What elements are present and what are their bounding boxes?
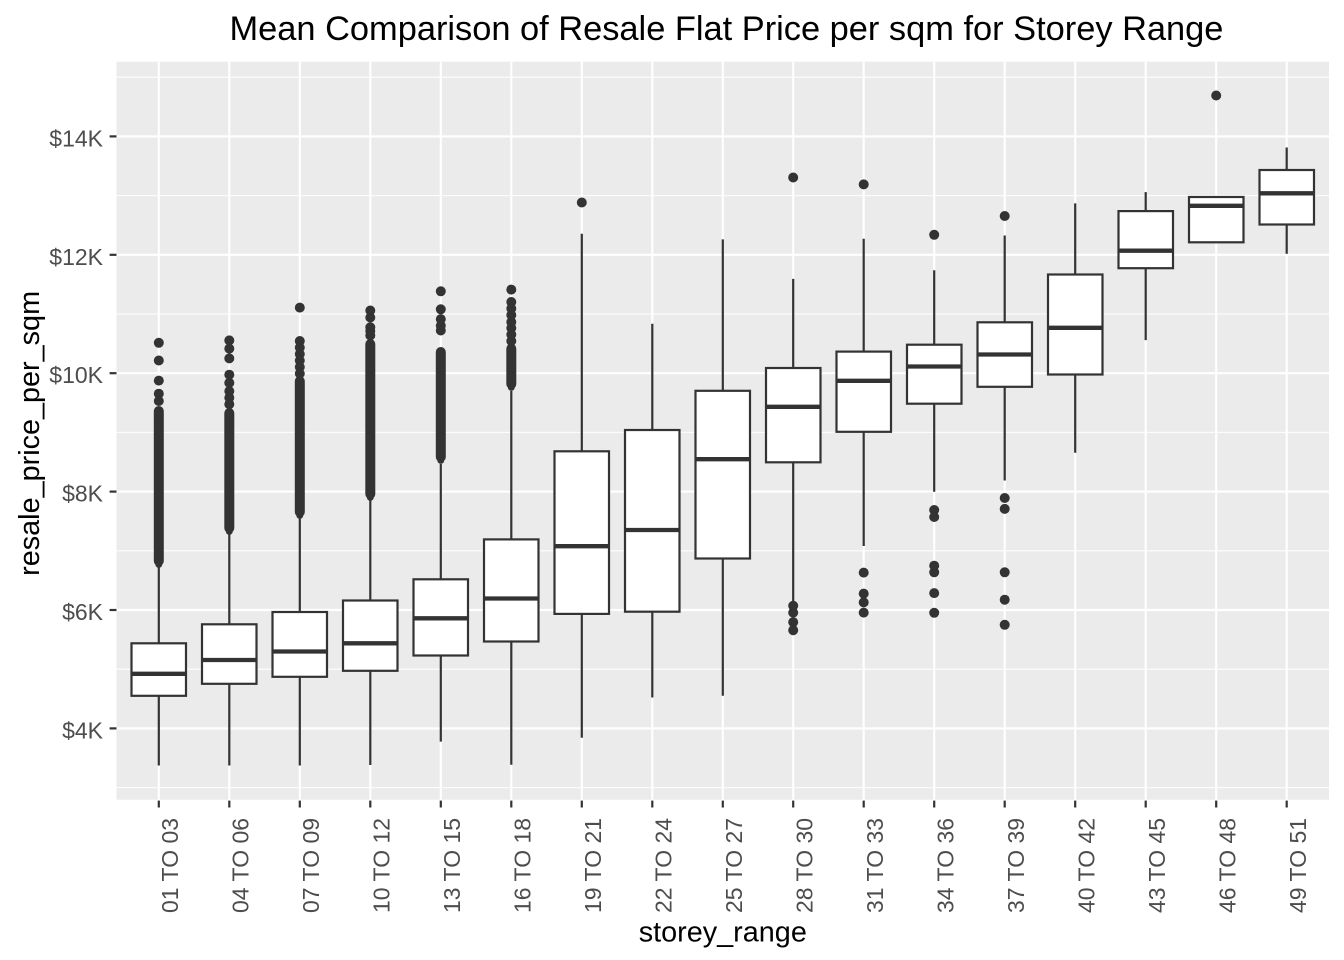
svg-text:$10K: $10K: [49, 362, 103, 388]
svg-text:$8K: $8K: [62, 481, 104, 507]
svg-text:$12K: $12K: [49, 244, 103, 270]
svg-text:13 TO 15: 13 TO 15: [439, 818, 465, 913]
svg-text:37 TO 39: 37 TO 39: [1003, 818, 1029, 913]
svg-text:10 TO 12: 10 TO 12: [369, 818, 395, 913]
svg-text:28 TO 30: 28 TO 30: [792, 818, 818, 913]
svg-text:01 TO 03: 01 TO 03: [157, 818, 183, 913]
svg-text:Mean Comparison of Resale Flat: Mean Comparison of Resale Flat Price per…: [230, 10, 1224, 48]
svg-text:$4K: $4K: [62, 717, 104, 743]
svg-text:$14K: $14K: [49, 125, 103, 151]
svg-text:25 TO 27: 25 TO 27: [721, 818, 747, 913]
svg-text:34 TO 36: 34 TO 36: [933, 818, 959, 913]
svg-text:46 TO 48: 46 TO 48: [1215, 818, 1241, 913]
svg-text:04 TO 06: 04 TO 06: [228, 818, 254, 913]
svg-text:19 TO 21: 19 TO 21: [580, 818, 606, 913]
svg-text:49 TO 51: 49 TO 51: [1285, 818, 1311, 913]
svg-text:resale_price_per_sqm: resale_price_per_sqm: [14, 291, 46, 576]
svg-text:storey_range: storey_range: [639, 917, 807, 949]
svg-text:43 TO 45: 43 TO 45: [1144, 818, 1170, 913]
svg-text:16 TO 18: 16 TO 18: [510, 818, 536, 913]
svg-text:31 TO 33: 31 TO 33: [862, 818, 888, 913]
svg-text:40 TO 42: 40 TO 42: [1074, 818, 1100, 913]
svg-text:07 TO 09: 07 TO 09: [298, 818, 324, 913]
svg-text:$6K: $6K: [62, 599, 104, 625]
svg-text:22 TO 24: 22 TO 24: [651, 818, 677, 913]
